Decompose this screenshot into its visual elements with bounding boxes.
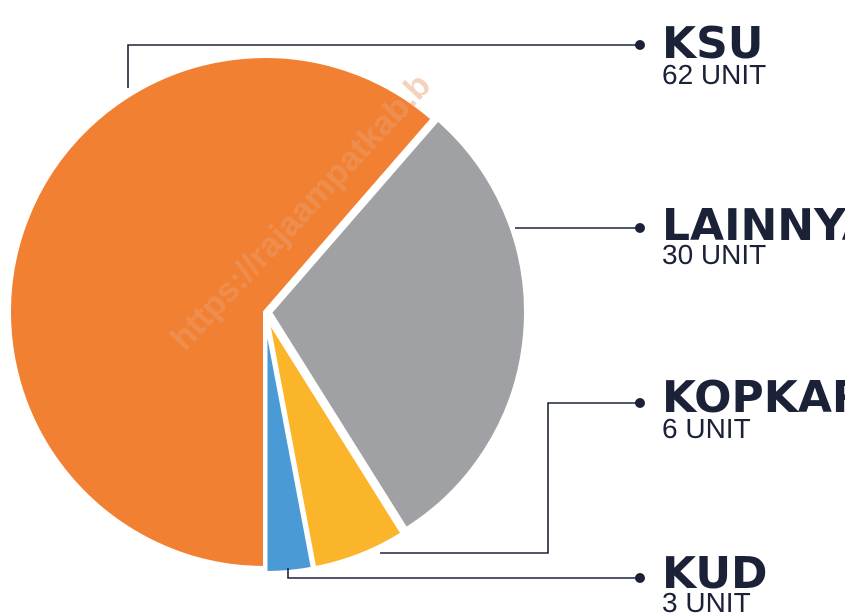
leader-lines — [127, 44, 640, 579]
leader-line — [127, 44, 640, 88]
leader-line — [287, 568, 640, 579]
pie-slice — [267, 117, 528, 532]
legend-dot — [635, 223, 645, 233]
legend-dot — [635, 40, 645, 50]
category-label: KSU — [662, 18, 764, 69]
value-label: 62 UNIT — [662, 59, 766, 90]
value-label: 3 UNIT — [662, 587, 751, 616]
leader-line — [380, 402, 640, 554]
pie-slice — [7, 54, 435, 570]
value-label: 6 UNIT — [662, 413, 751, 444]
legend-dot — [635, 398, 645, 408]
value-label: 30 UNIT — [662, 239, 766, 270]
category-label: KOPKAR — [662, 372, 845, 423]
legend-dot — [635, 573, 645, 583]
pie — [7, 54, 528, 575]
category-label: KUD — [662, 548, 768, 599]
category-label: LAINNYA — [662, 200, 845, 251]
pie-slice — [263, 314, 315, 575]
